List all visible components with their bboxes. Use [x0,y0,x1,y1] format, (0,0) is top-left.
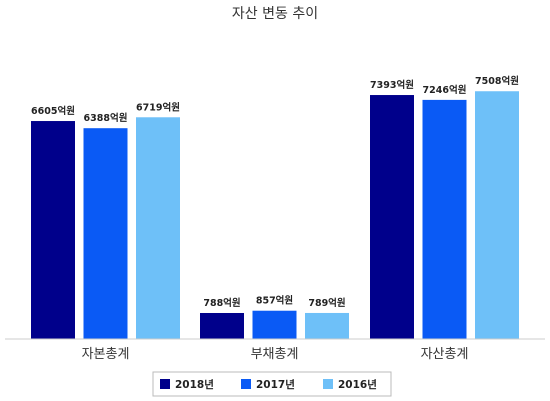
legend-swatch-2 [241,379,251,389]
bar-2-1 [200,312,244,339]
data-label-2-2: 857억원 [256,295,293,307]
category-label-3: 자산총계 [421,347,469,362]
bar-3-3 [475,91,519,340]
bar-1-1 [31,121,75,339]
data-label-1-1: 6605억원 [31,105,75,117]
data-label-3-1: 7393억원 [370,79,414,91]
legend-swatch-3 [323,379,333,389]
category-label-1: 자본총계 [82,347,130,362]
bar-2-2 [252,310,297,339]
data-label-1-2: 6388억원 [84,112,128,124]
data-label-3-2: 7246억원 [423,84,467,96]
data-label-1-3: 6719억원 [136,101,180,113]
legend-label-2: 2017년 [256,378,295,391]
bar-3-2 [422,99,467,340]
data-label-2-3: 789억원 [308,297,345,309]
bar-1-2 [83,128,128,339]
category-labels-layer: 자본총계 부채총계 자산총계 [82,347,469,362]
legend-label-1: 2018년 [175,378,214,391]
data-label-2-1: 788억원 [203,297,240,309]
bar-1-3 [136,117,180,339]
data-labels-layer: 6605억원 6388억원 6719억원 788억원 857억원 789억원 7393억원 7… [31,75,519,309]
category-label-2: 부채총계 [251,347,299,362]
legend-box [152,371,392,397]
bar-2-3 [305,312,349,339]
legend: 2018년 2017년 2016년 [160,378,377,391]
legend-label-3: 2016년 [338,378,377,391]
chart-title: 자산 변동 추이 [232,6,318,22]
legend-swatch-1 [160,379,170,389]
bars-layer [31,91,519,340]
bar-3-1 [370,95,414,339]
data-label-3-3: 7508억원 [475,75,519,87]
